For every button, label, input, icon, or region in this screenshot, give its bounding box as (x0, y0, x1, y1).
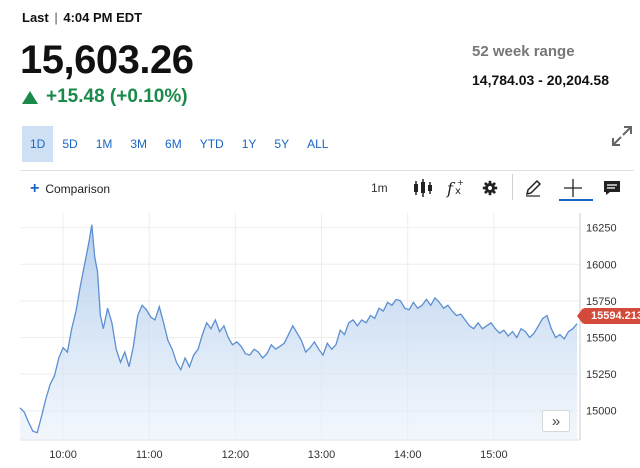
y-tick-label: 16250 (586, 223, 617, 235)
up-arrow-icon (22, 90, 38, 104)
svg-text:x: x (455, 186, 461, 197)
interval-selector[interactable]: 1m (371, 181, 388, 195)
comparison-button[interactable]: + Comparison (30, 180, 111, 197)
toolbar-separator (512, 174, 513, 200)
svg-text:+: + (457, 178, 464, 187)
current-price: 15,603.26 (20, 38, 194, 82)
pencil-icon[interactable] (523, 178, 543, 198)
price-chart[interactable]: 16250 16000 15750 15500 15250 15000 10:00 11:0… (0, 205, 640, 468)
current-value-tag: 15594.213 (577, 308, 640, 324)
y-tick-label: 15500 (586, 332, 617, 344)
time-range-tabs: 1D 5D 1M 3M 6M YTD 1Y 5Y ALL (22, 126, 337, 162)
x-tick-label: 10:00 (49, 449, 77, 461)
x-tick-label: 11:00 (136, 449, 163, 461)
price-area (20, 224, 578, 440)
toolbar-divider (20, 170, 634, 171)
tab-1m[interactable]: 1M (95, 137, 113, 151)
candlestick-icon[interactable] (412, 178, 434, 198)
range-value: 14,784.03 - 20,204.58 (472, 72, 610, 88)
crosshair-icon[interactable] (563, 178, 583, 198)
expand-icon[interactable] (610, 124, 634, 148)
price-line (19, 224, 578, 434)
x-tick-label: 12:00 (222, 449, 250, 461)
x-tick-label: 13:00 (308, 449, 336, 461)
tab-1d[interactable]: 1D (22, 126, 54, 162)
x-tick-label: 15:00 (480, 449, 508, 461)
last-label: Last (22, 10, 49, 25)
scroll-to-latest-button[interactable]: » (542, 410, 570, 432)
y-tick-label: 16000 (586, 259, 617, 271)
last-time: 4:04 PM EDT (63, 10, 143, 25)
y-tick-label: 15000 (586, 406, 617, 418)
last-trade-line: Last | 4:04 PM EDT (22, 10, 142, 25)
tab-5d[interactable]: 5D (62, 137, 78, 151)
y-tick-label: 15750 (586, 296, 617, 308)
price-change-value: +15.48 (+0.10%) (46, 86, 188, 107)
tab-3m[interactable]: 3M (130, 137, 148, 151)
x-tick-label: 14:00 (394, 449, 422, 461)
tab-all[interactable]: ALL (307, 137, 329, 151)
active-tool-indicator (559, 199, 593, 201)
y-tick-label: 15250 (586, 369, 617, 381)
tab-6m[interactable]: 6M (165, 137, 182, 151)
tab-ytd[interactable]: YTD (199, 137, 224, 151)
svg-text:f: f (446, 179, 456, 198)
price-change: +15.48 (+0.10%) (22, 86, 188, 108)
separator: | (54, 10, 58, 25)
range-label: 52 week range (472, 43, 575, 60)
plus-icon: + (30, 180, 40, 197)
gear-icon[interactable] (481, 178, 499, 198)
tab-5y[interactable]: 5Y (274, 137, 290, 151)
comment-icon[interactable] (602, 178, 622, 198)
comparison-label: Comparison (45, 182, 111, 196)
fx-indicator-icon[interactable]: f x + (445, 178, 467, 198)
tab-1y[interactable]: 1Y (241, 137, 257, 151)
